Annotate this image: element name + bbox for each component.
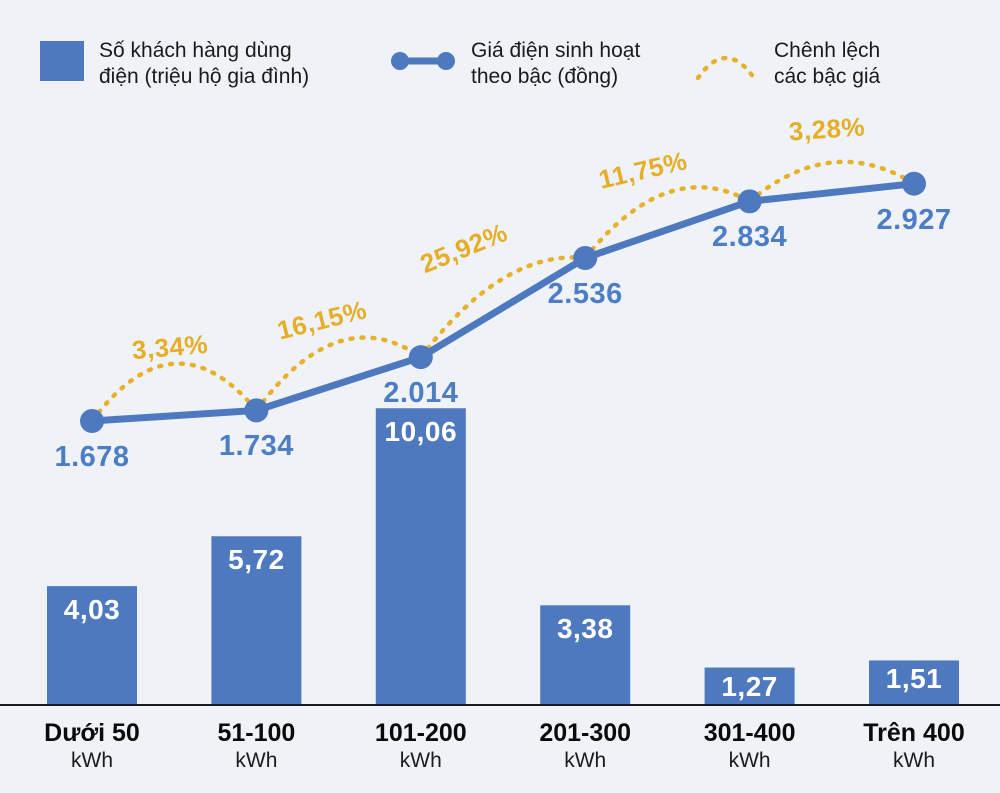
bar-51-100 [211, 536, 302, 705]
dashed-arc-icon [695, 55, 757, 81]
legend-label-customers-line1: Số khách hàng dùng [99, 39, 292, 62]
legend-label-customers-line2: điện (triệu hộ gia đình) [99, 65, 310, 88]
bar-101-200 [375, 408, 466, 705]
price-point-51-100 [244, 398, 269, 423]
bar-series [47, 408, 959, 705]
bar-swatch-icon [40, 41, 84, 81]
price-point-101-200 [408, 345, 433, 370]
bar-301-400 [704, 667, 795, 705]
legend-label-price: Giá điện sinh hoạt theo bậc (đồng) [471, 38, 640, 90]
legend-label-difference: Chênh lệch các bậc giá [774, 38, 880, 90]
price-line [88, 180, 918, 425]
bar-Dưới 50 [47, 586, 137, 705]
legend-item-difference: Chênh lệch các bậc giá [693, 38, 880, 90]
difference-arc-1 [254, 335, 424, 413]
line-marker-icon [391, 52, 455, 70]
price-point-Dưới 50 [80, 409, 104, 433]
price-point-301-400 [737, 189, 762, 214]
legend-item-customers: Số khách hàng dùng điện (triệu hộ gia đì… [40, 38, 309, 90]
legend: Số khách hàng dùng điện (triệu hộ gia đì… [0, 38, 1000, 112]
difference-arc-0 [89, 361, 259, 424]
legend-label-difference-line1: Chênh lệch [774, 39, 881, 62]
bar-201-300 [540, 605, 631, 705]
legend-label-price-line1: Giá điện sinh hoạt [471, 39, 641, 62]
bar-Trên 400 [869, 660, 959, 705]
legend-label-difference-line2: các bậc giá [774, 65, 881, 88]
price-point-Trên 400 [902, 171, 926, 196]
difference-arcs [89, 159, 917, 424]
price-line-series [80, 171, 926, 433]
price-point-201-300 [573, 245, 598, 270]
legend-label-customers: Số khách hàng dùng điện (triệu hộ gia đì… [99, 38, 309, 90]
difference-arc-4 [747, 159, 917, 204]
difference-arc-2 [418, 255, 588, 360]
legend-item-price: Giá điện sinh hoạt theo bậc (đồng) [390, 38, 640, 90]
legend-label-price-line2: theo bậc (đồng) [471, 65, 619, 88]
